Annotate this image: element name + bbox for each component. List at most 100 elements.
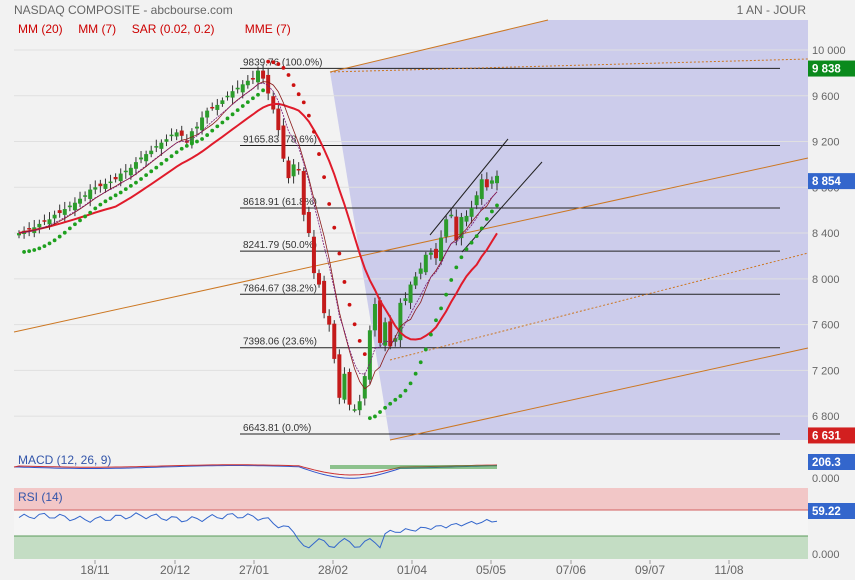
mme7-line [18,82,498,375]
candle-body [169,134,174,137]
sar-dot [367,416,372,421]
sar-dot [67,226,72,231]
sar-dot [373,414,377,419]
candle-body [271,96,276,110]
price-badge-label: 9 838 [812,64,841,76]
candle-body [357,401,362,411]
candle-body [220,100,225,105]
candle-body [337,354,342,398]
candle-body [245,80,250,86]
sar-dot [103,199,108,204]
sar-dot [210,128,215,133]
candle-body [332,323,337,359]
sar-dot [276,62,281,66]
candle-body [423,254,428,273]
sar-dot [327,202,332,206]
time-tick-label: 11/08 [714,563,743,577]
candle-body [149,150,154,155]
sar-dot [83,214,88,219]
sar-dot [123,187,128,192]
candle-body [439,237,444,261]
sar-dot [388,401,393,406]
sar-dot [393,397,398,402]
time-tick-label: 18/11 [80,563,109,577]
sar-dot [439,306,443,311]
sar-dot [169,154,174,159]
sar-dot [464,247,469,252]
sar-dot [98,202,103,207]
candle-body [489,180,494,184]
candle-body [378,300,383,343]
candle-body [57,210,62,214]
fibonacci-levels: 9839.76 (100.0%) 9165.83 (78.6%) 8618.91 (… [240,57,780,435]
sar-dot [220,120,225,125]
price-tick-label: 9 600 [812,91,840,103]
candle-body [469,207,474,217]
price-badge [808,60,855,77]
candle-body [67,205,72,208]
sar-dot [200,137,204,141]
candle-body [398,302,403,341]
candle-body [37,223,42,228]
candle-body [144,154,149,162]
candle-body [194,126,199,129]
sar-dot [230,112,235,117]
candle-body [139,157,144,160]
rsi-panel: RSI (14) 59.22 0.000 [14,488,855,561]
candle-body [159,142,164,149]
candle-body [403,298,408,302]
sar-dot [317,152,321,156]
sar-dot [240,104,245,108]
rsi-badge [808,503,855,519]
sar-dot [251,96,255,101]
macd-histogram [330,465,497,469]
fib-label: 7398.06 (23.6%) [243,337,317,348]
channel-upper [329,19,549,73]
candle-body [17,233,21,236]
sar-dot [108,196,113,201]
candle-body [454,216,459,240]
fib-label: 7864.67 (38.2%) [243,283,317,294]
chart-period[interactable]: 1 AN - JOUR [737,3,807,17]
candle-body [42,220,47,222]
price-badge-label: 6 631 [812,430,841,442]
candle-body [459,217,464,239]
sar-dot [479,226,484,231]
candle-body [266,74,271,94]
candle-body [123,170,128,173]
candle-body [98,183,103,187]
price-badges: 9 838 8 854 6 631 [808,60,855,444]
sar-dot [42,244,47,249]
sar-dot [215,124,220,129]
sar-dot [139,177,143,181]
candle-body [291,164,296,177]
candle-body [103,183,108,189]
sar-dot [271,60,276,65]
sar-dot [495,203,499,208]
candle-body [474,195,479,206]
candle-body [306,212,311,234]
rsi-overbought-zone [14,488,808,510]
candle-body [261,70,266,79]
sar-dot [184,143,189,148]
sar-dot [312,129,316,134]
time-tick-label: 09/07 [635,563,665,577]
sar-dot [32,248,37,252]
price-tick-label: 8 000 [812,274,840,286]
projection-area [330,20,808,440]
sar-dot [179,146,184,151]
sar-dot [174,150,179,155]
fib-label: 9839.76 (100.0%) [243,57,323,68]
moving-averages [18,81,498,390]
candle-body [230,91,235,98]
fib-label: 9165.83 (78.6%) [243,134,317,145]
candle-body [484,179,489,188]
fib-label: 8618.91 (61.8%) [243,197,317,208]
candle-body [52,214,57,219]
short-channel-upper [429,138,509,236]
candle-body [347,371,352,405]
candle-body [449,214,454,217]
sar-dot [189,141,194,146]
